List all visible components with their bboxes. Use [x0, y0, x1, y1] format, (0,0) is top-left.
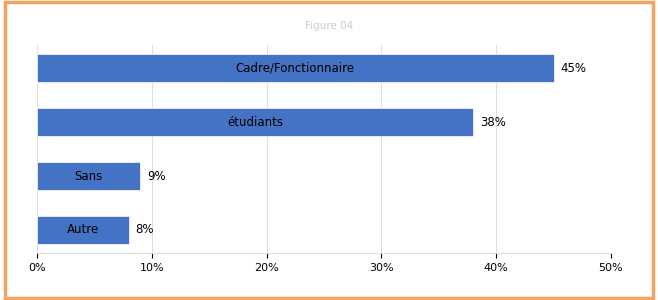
Text: étudiants: étudiants: [227, 116, 283, 129]
Text: Sans: Sans: [74, 169, 103, 182]
Bar: [37, 108, 473, 136]
Bar: [37, 216, 129, 244]
Text: Figure 04: Figure 04: [305, 21, 353, 31]
Text: 9%: 9%: [147, 169, 166, 182]
Text: 45%: 45%: [561, 62, 586, 75]
Bar: [37, 55, 553, 83]
Text: Cadre/Fonctionnaire: Cadre/Fonctionnaire: [236, 62, 355, 75]
Text: 8%: 8%: [136, 223, 154, 236]
Text: 38%: 38%: [480, 116, 506, 129]
Text: Autre: Autre: [66, 223, 99, 236]
Bar: [37, 162, 140, 190]
